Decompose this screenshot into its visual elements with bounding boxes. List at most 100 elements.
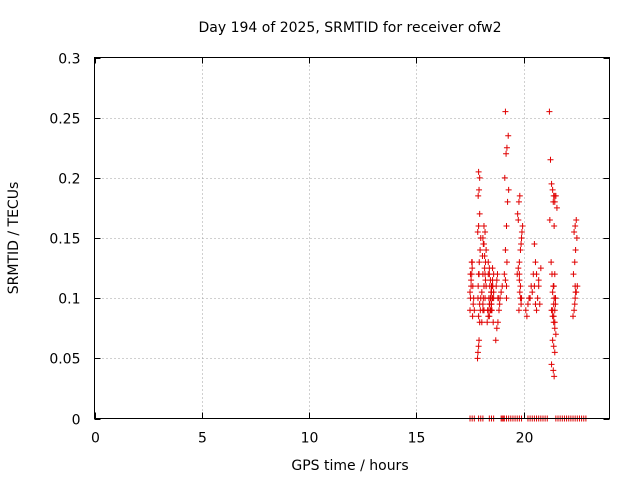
data-point — [531, 241, 538, 248]
data-point — [489, 265, 496, 272]
data-point — [550, 367, 557, 374]
data-point — [549, 307, 556, 314]
data-point — [518, 228, 525, 235]
data-point — [486, 313, 493, 320]
data-point — [572, 295, 579, 302]
x-tick-label: 5 — [198, 431, 207, 447]
data-point — [515, 198, 522, 205]
data-point — [502, 277, 509, 284]
data-point — [492, 337, 499, 344]
data-point — [478, 289, 485, 296]
data-point — [488, 307, 495, 314]
data-point — [535, 277, 542, 284]
data-point — [551, 192, 558, 199]
data-point — [475, 283, 482, 290]
tick-labels: 0 5 10 15 20 0 0.05 0.1 0.15 0.2 0.25 0.3 — [49, 52, 533, 447]
data-point — [503, 283, 510, 290]
data-point — [529, 289, 536, 296]
data-point — [571, 307, 578, 314]
data-point — [551, 271, 558, 278]
data-point — [476, 259, 483, 266]
data-point — [518, 235, 525, 241]
data-points — [467, 108, 589, 422]
data-point — [493, 325, 500, 332]
data-point — [517, 295, 524, 302]
data-point — [553, 204, 560, 211]
data-point — [469, 313, 476, 320]
data-point — [493, 283, 500, 290]
data-point — [515, 265, 522, 272]
data-point — [572, 289, 579, 296]
data-point — [571, 301, 578, 308]
data-point — [537, 265, 544, 272]
data-point — [547, 156, 554, 163]
y-tick-label: 0.15 — [49, 232, 80, 248]
data-point — [517, 283, 524, 290]
data-point — [551, 222, 558, 229]
data-point — [488, 289, 495, 296]
y-tick-label: 0.05 — [49, 352, 80, 368]
data-point — [526, 295, 533, 302]
y-axis-label: SRMTID / TECUs — [6, 182, 22, 295]
data-point — [479, 271, 486, 278]
data-point — [503, 144, 510, 151]
data-point — [548, 259, 555, 266]
data-point — [505, 186, 512, 193]
data-point — [532, 259, 539, 266]
y-tick-label: 0.3 — [58, 52, 80, 68]
data-point — [533, 307, 540, 314]
data-point — [479, 301, 486, 308]
data-point — [550, 313, 557, 320]
data-point — [549, 289, 556, 296]
data-point — [551, 349, 558, 356]
data-point — [519, 222, 526, 229]
data-point — [498, 289, 505, 296]
data-point — [493, 277, 500, 284]
x-axis-label: GPS time / hours — [291, 458, 408, 474]
data-point — [502, 108, 509, 115]
data-point — [487, 277, 494, 284]
data-point — [470, 301, 477, 308]
data-point — [494, 319, 501, 326]
plot-frame — [94, 57, 610, 419]
data-point — [468, 259, 475, 266]
data-point — [551, 325, 558, 332]
data-point — [552, 331, 559, 338]
data-point — [570, 313, 577, 320]
data-point — [475, 343, 482, 350]
data-point — [524, 301, 531, 308]
data-point — [546, 108, 553, 115]
data-point — [471, 307, 478, 314]
data-point — [494, 271, 501, 278]
data-point — [572, 247, 579, 254]
data-point — [571, 259, 578, 266]
data-point — [523, 313, 530, 320]
data-point — [484, 319, 491, 326]
data-point — [548, 180, 555, 187]
data-point — [551, 373, 558, 380]
data-point — [546, 216, 553, 223]
data-point — [483, 247, 490, 254]
data-point — [474, 295, 481, 302]
data-point — [552, 295, 559, 302]
data-point — [571, 228, 578, 235]
data-point — [482, 228, 489, 235]
x-tick-label: 15 — [408, 431, 426, 447]
data-point — [530, 271, 537, 278]
data-point — [572, 222, 579, 229]
data-point — [573, 235, 580, 241]
y-tick-label: 0.2 — [58, 172, 80, 188]
data-point — [485, 259, 492, 266]
data-point — [550, 283, 557, 290]
data-point — [522, 307, 529, 314]
data-point — [515, 307, 522, 314]
y-tick-label: 0.25 — [49, 112, 80, 128]
data-point — [550, 301, 557, 308]
data-point — [550, 198, 557, 205]
data-point — [548, 361, 555, 368]
data-point — [475, 313, 482, 320]
data-point — [570, 271, 577, 278]
data-point — [528, 283, 535, 290]
